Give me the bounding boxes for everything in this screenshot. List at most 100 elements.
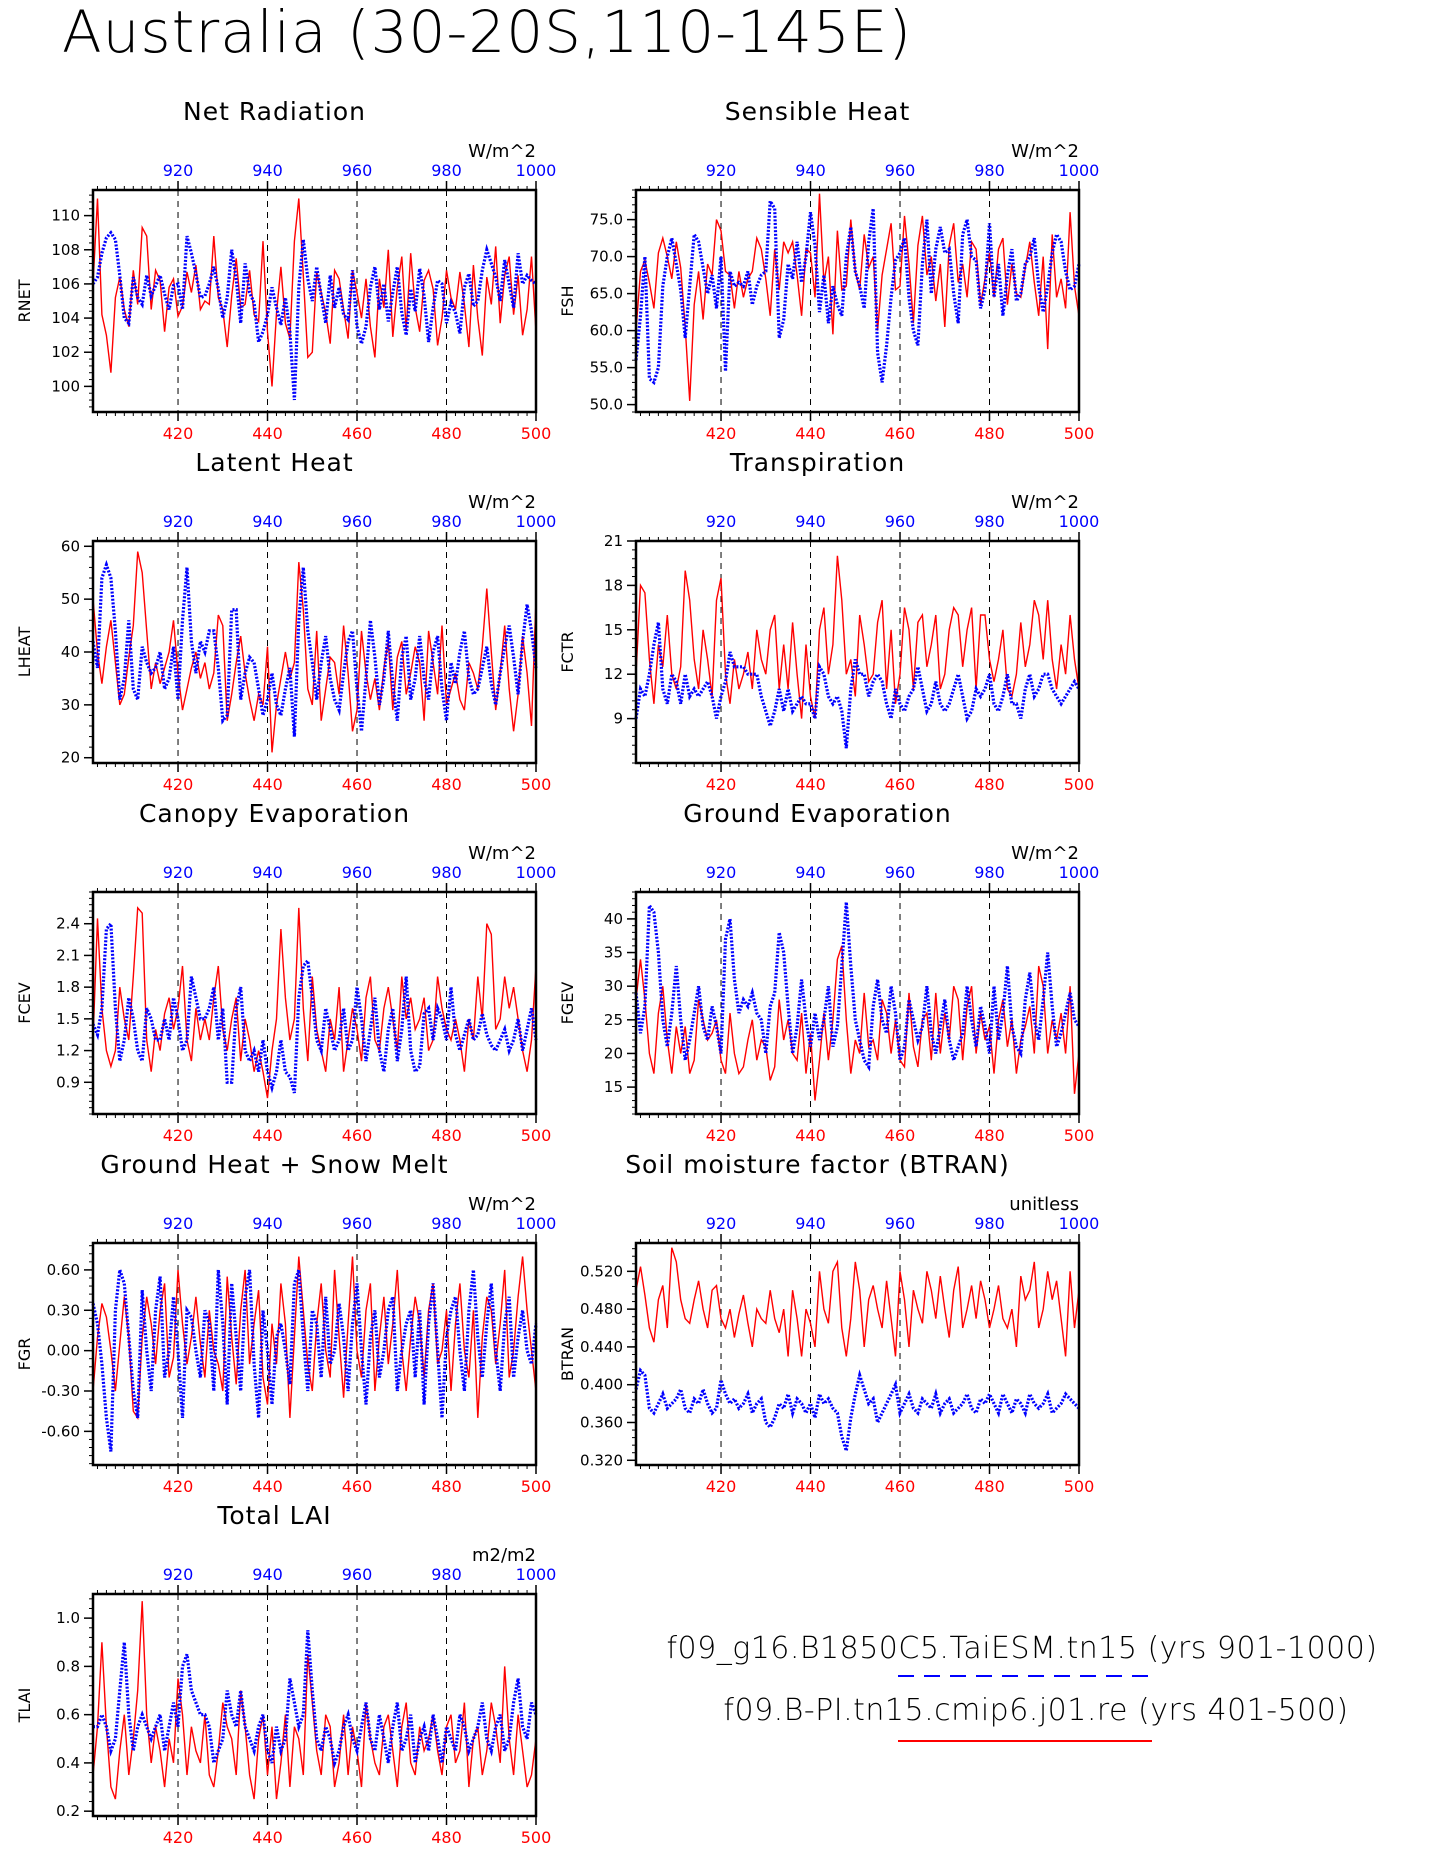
panel-ground-evaporation: Ground Evaporation W/m^2 420 440 460 480 500 92… [558, 799, 1099, 1145]
top-tick-label: 1000 [1059, 863, 1100, 882]
plot-frame [91, 1241, 538, 1467]
x-tick-label: 500 [521, 1477, 552, 1496]
top-tick-label: 960 [342, 1214, 373, 1233]
x-tick-label: 420 [163, 775, 194, 794]
panel-title: Total LAI [216, 1501, 331, 1530]
y-tick-label: 15 [604, 1078, 623, 1096]
top-tick-label: 980 [431, 1214, 462, 1233]
top-tick-label: 960 [342, 1565, 373, 1584]
x-tick-label: 440 [252, 1126, 283, 1145]
series-line-blue [634, 195, 1081, 386]
panel-title: Canopy Evaporation [139, 799, 410, 828]
y-tick-label: 20 [61, 749, 80, 767]
panel-title: Ground Evaporation [683, 799, 951, 828]
y-tick-label: 0.4 [56, 1754, 80, 1772]
y-tick-label: 20 [604, 1044, 623, 1062]
x-tick-label: 500 [1064, 424, 1095, 443]
y-tick-label: 0.360 [580, 1413, 623, 1431]
plot-frame [91, 539, 538, 765]
plot-frame [634, 188, 1081, 414]
top-tick-label: 920 [706, 863, 737, 882]
plot-frame [91, 1592, 538, 1818]
panel-sensible-heat: Sensible Heat W/m^2 420 440 460 480 500 920 940 9… [558, 97, 1099, 443]
y-tick-label: 1.5 [56, 1010, 80, 1028]
top-tick-label: 980 [974, 1214, 1005, 1233]
y-tick-label: 12 [604, 665, 623, 683]
y-tick-label: 106 [51, 275, 80, 293]
series-line-blue [634, 622, 1081, 749]
y-tick-label: 0.440 [580, 1338, 623, 1356]
panel-transpiration: Transpiration W/m^2 420 440 460 480 500 920 940 9… [558, 448, 1099, 794]
y-tick-label: 30 [61, 696, 80, 714]
y-tick-label: 70.0 [590, 248, 623, 266]
panel-title: Ground Heat + Snow Melt [100, 1150, 448, 1179]
plot-frame [634, 1241, 1081, 1467]
series-line-red [92, 906, 537, 1099]
top-tick-label: 960 [885, 863, 916, 882]
y-tick-label: 0.520 [580, 1262, 623, 1280]
x-tick-label: 460 [342, 424, 373, 443]
y-tick-label: 1.8 [56, 978, 80, 996]
y-tick-label: 40 [61, 643, 80, 661]
series-line-blue [93, 1630, 538, 1769]
series-line-blue [91, 919, 538, 1094]
x-tick-label: 500 [1064, 775, 1095, 794]
series-line-blue [91, 230, 537, 401]
x-tick-label: 460 [885, 424, 916, 443]
top-tick-label: 1000 [1059, 1214, 1100, 1233]
y-tick-label: 0.30 [47, 1301, 80, 1319]
top-tick-label: 920 [163, 1214, 194, 1233]
x-tick-label: 460 [885, 1477, 916, 1496]
x-tick-label: 480 [431, 1126, 462, 1145]
panel-title: Transpiration [729, 448, 905, 477]
y-tick-label: 35 [604, 944, 623, 962]
y-tick-label: 108 [51, 241, 80, 259]
plot-frame [91, 890, 538, 1116]
y-tick-label: 65.0 [590, 285, 623, 303]
y-tick-label: 104 [51, 309, 80, 327]
top-tick-label: 940 [795, 863, 826, 882]
top-tick-label: 960 [885, 1214, 916, 1233]
y-tick-label: 1.0 [56, 1609, 80, 1627]
top-tick-label: 940 [252, 863, 283, 882]
units-label: W/m^2 [468, 843, 536, 864]
top-tick-label: 980 [431, 512, 462, 531]
x-tick-label: 500 [1064, 1126, 1095, 1145]
top-tick-label: 1000 [516, 1214, 557, 1233]
top-tick-label: 920 [163, 161, 194, 180]
y-axis-label: FCTR [558, 631, 577, 672]
top-tick-label: 920 [163, 1565, 194, 1584]
series-line-red [635, 193, 1080, 401]
y-tick-label: 0.400 [580, 1376, 623, 1394]
x-tick-label: 500 [521, 424, 552, 443]
series-line-blue [91, 1269, 538, 1452]
x-tick-label: 420 [706, 424, 737, 443]
series-line-red [92, 551, 537, 753]
x-tick-label: 500 [1064, 1477, 1095, 1496]
y-axis-label: BTRAN [558, 1327, 577, 1381]
x-tick-label: 460 [342, 775, 373, 794]
y-tick-label: 50 [61, 590, 80, 608]
top-tick-label: 920 [706, 512, 737, 531]
y-tick-label: 0.00 [47, 1342, 80, 1360]
series-line-red [635, 1247, 1080, 1357]
units-label: unitless [1009, 1194, 1079, 1215]
y-tick-label: 102 [51, 343, 80, 361]
top-tick-label: 960 [342, 161, 373, 180]
y-axis-label: LHEAT [15, 627, 34, 678]
y-axis-label: FSH [558, 285, 577, 316]
series-line-red [635, 945, 1080, 1101]
series-line-red [635, 555, 1080, 719]
panel-btran: Soil moisture factor (BTRAN) unitless 420 4… [558, 1150, 1099, 1496]
y-axis-label: TLAI [15, 1688, 34, 1724]
plot-frame [634, 890, 1081, 1116]
x-tick-label: 480 [974, 1477, 1005, 1496]
top-tick-label: 980 [431, 1565, 462, 1584]
y-tick-label: -0.60 [41, 1422, 80, 1440]
top-tick-label: 980 [974, 863, 1005, 882]
top-tick-label: 980 [974, 512, 1005, 531]
x-tick-label: 480 [431, 775, 462, 794]
x-tick-label: 420 [706, 1126, 737, 1145]
x-tick-label: 440 [252, 775, 283, 794]
